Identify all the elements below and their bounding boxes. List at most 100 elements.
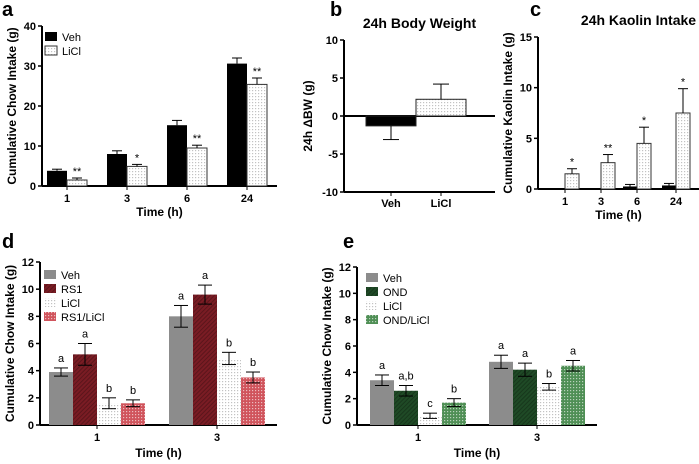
legend-swatch (366, 273, 378, 282)
y-tick-label: 12 (22, 257, 34, 269)
significance-label: * (570, 157, 575, 169)
legend-label: RS1/LiCl (61, 312, 104, 324)
legend-label: RS1 (61, 284, 82, 296)
y-axis-title: Cumulative Kaolin Intake (g) (501, 32, 515, 193)
x-tick-label: 1 (562, 196, 568, 208)
x-tick-label: 1 (64, 193, 70, 205)
x-axis-title: Time (h) (135, 446, 181, 460)
bar (675, 112, 691, 190)
y-tick-label: 10 (520, 83, 532, 95)
y-tick-label: 0 (526, 184, 532, 196)
legend-label: OND/LiCl (383, 315, 429, 327)
bar (49, 372, 73, 425)
significance-label: ** (193, 133, 202, 145)
y-tick-label: 0 (30, 181, 36, 193)
significance-label: b (451, 384, 457, 396)
significance-label: a (58, 353, 65, 365)
y-tick-label: 0 (28, 420, 34, 432)
significance-label: * (135, 152, 140, 164)
bar (600, 162, 616, 190)
bar (623, 186, 637, 189)
significance-label: a (178, 290, 185, 302)
y-tick-label: 8 (28, 311, 34, 323)
y-tick-label: 10 (22, 284, 34, 296)
x-tick-label: 1 (415, 432, 421, 444)
bar (217, 358, 241, 425)
bar (418, 415, 442, 425)
legend-label: OND (383, 287, 408, 299)
legend-swatch (366, 315, 378, 324)
significance-label: b (250, 357, 256, 369)
legend-label: Veh (383, 273, 402, 285)
y-tick-label: 5 (332, 73, 338, 85)
bar (107, 154, 127, 186)
y-tick-label: 0 (345, 420, 351, 432)
chart-title: 24h Kaolin Intake (581, 12, 696, 28)
legend-label: Veh (62, 32, 81, 44)
bar (241, 377, 265, 425)
y-tick-label: 2 (28, 393, 34, 405)
x-axis-title: Time (h) (454, 446, 500, 460)
legend-swatch (366, 301, 378, 310)
x-tick-label: 24 (241, 193, 254, 205)
y-tick-label: 8 (345, 315, 351, 327)
panel-label: d (2, 231, 14, 253)
bar (662, 185, 676, 189)
legend-swatch (44, 270, 56, 279)
bar (636, 142, 652, 190)
y-tick-label: 4 (28, 366, 35, 378)
significance-label: ** (73, 166, 82, 178)
significance-label: ** (253, 66, 262, 78)
y-tick-label: 4 (345, 367, 352, 379)
significance-label: a (522, 348, 529, 360)
y-tick-label: 6 (28, 339, 34, 351)
legend-swatch (44, 298, 56, 307)
y-tick-label: -10 (322, 187, 338, 199)
x-axis-title: Time (h) (136, 205, 182, 219)
y-tick-label: 10 (339, 288, 351, 300)
x-tick-label: 24 (670, 196, 683, 208)
significance-label: ** (604, 143, 613, 155)
significance-label: c (427, 398, 433, 410)
bar-hatch (193, 294, 217, 425)
x-tick-label: 3 (598, 196, 604, 208)
significance-label: a (82, 329, 89, 341)
legend-swatch-hatch (44, 284, 56, 293)
y-tick-label: 10 (326, 35, 338, 47)
bar (442, 402, 466, 425)
panel-label: a (2, 0, 14, 21)
legend-swatch (44, 312, 56, 321)
significance-label: a (498, 340, 505, 352)
bar (169, 316, 193, 425)
x-tick-label: 3 (124, 193, 130, 205)
legend-label: LiCl (61, 298, 80, 310)
bar (537, 386, 561, 425)
y-tick-label: 6 (345, 341, 351, 353)
bar (126, 165, 148, 187)
legend-label: LiCl (383, 301, 402, 313)
y-axis-title: Cumulative Chow Intake (g) (320, 267, 334, 424)
y-tick-label: 2 (345, 394, 351, 406)
significance-label: a (570, 345, 577, 357)
bar (47, 170, 67, 186)
bar (489, 361, 513, 425)
significance-label: a (379, 360, 386, 372)
legend-swatch-hatch (366, 287, 378, 296)
significance-label: * (681, 77, 686, 89)
significance-label: b (546, 369, 552, 381)
bar (121, 403, 145, 425)
legend-label: LiCl (62, 46, 81, 58)
panel-label: b (330, 0, 342, 21)
legend-swatch (45, 32, 57, 41)
panel-label: c (530, 0, 541, 21)
x-tick-label: 3 (534, 432, 540, 444)
significance-label: a,b (398, 371, 413, 383)
x-tick-label: 1 (94, 432, 100, 444)
significance-label: b (130, 385, 136, 397)
x-tick-label: LiCl (431, 198, 452, 210)
bar (66, 179, 88, 187)
y-tick-label: -5 (328, 149, 338, 161)
bar (415, 98, 467, 117)
bar-hatch (513, 369, 537, 425)
